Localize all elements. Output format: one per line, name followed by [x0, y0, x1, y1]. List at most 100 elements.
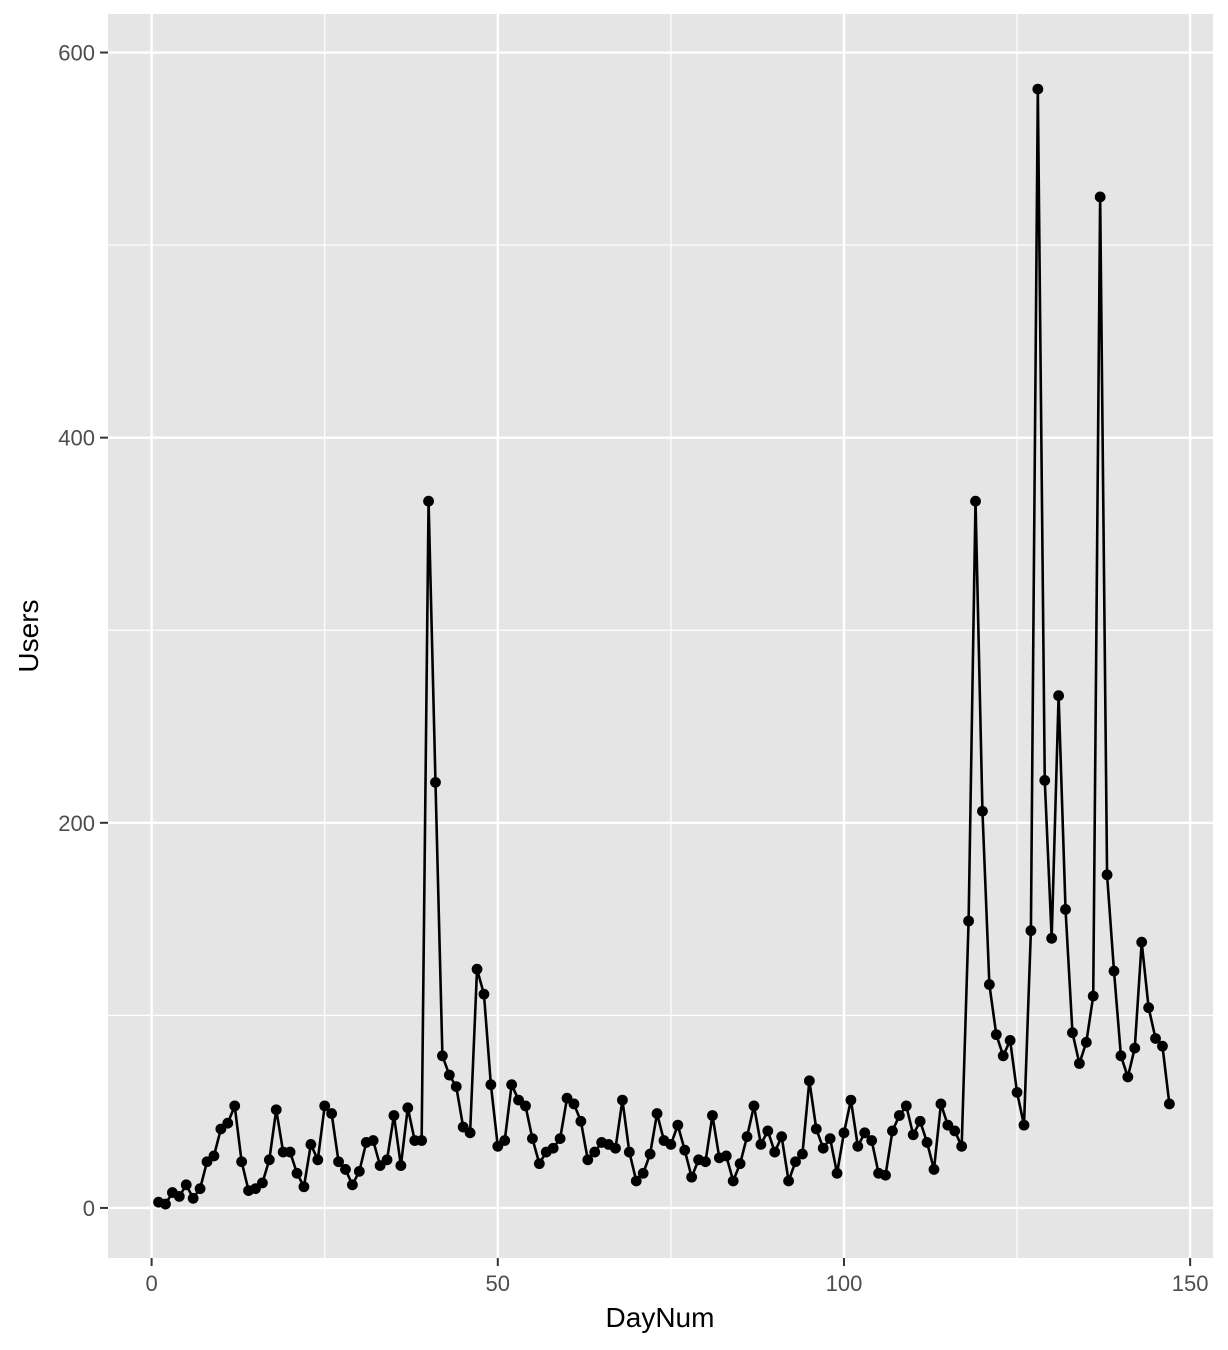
- data-point: [963, 915, 974, 927]
- data-point: [797, 1148, 808, 1160]
- data-point: [866, 1135, 878, 1146]
- data-point: [734, 1158, 746, 1170]
- data-point: [388, 1110, 400, 1121]
- data-point: [298, 1181, 310, 1193]
- data-point: [1101, 869, 1113, 881]
- data-point: [236, 1156, 248, 1168]
- data-point: [651, 1108, 663, 1119]
- data-point: [326, 1108, 338, 1119]
- data-point: [990, 1029, 1002, 1041]
- data-point: [1157, 1040, 1168, 1052]
- y-tick-label: 400: [58, 426, 95, 451]
- data-point: [547, 1142, 559, 1154]
- data-point: [907, 1129, 919, 1141]
- data-point: [1073, 1058, 1085, 1069]
- y-tick-label: 600: [58, 41, 95, 66]
- data-point: [610, 1142, 621, 1154]
- data-point: [1053, 690, 1065, 702]
- data-point: [1004, 1034, 1016, 1046]
- data-point: [554, 1133, 566, 1145]
- data-point: [160, 1198, 171, 1210]
- y-axis-title: Users: [13, 599, 44, 672]
- data-point: [880, 1169, 891, 1181]
- data-point: [707, 1110, 718, 1121]
- data-point: [520, 1100, 531, 1112]
- data-point: [935, 1098, 947, 1110]
- data-point: [630, 1175, 642, 1187]
- y-tick-label: 200: [58, 811, 95, 836]
- data-point: [284, 1146, 296, 1158]
- data-point: [1011, 1086, 1023, 1098]
- data-point: [229, 1100, 241, 1112]
- data-point: [686, 1171, 698, 1183]
- x-tick-label: 150: [1172, 1271, 1209, 1296]
- data-point: [263, 1154, 275, 1166]
- data-point: [831, 1167, 843, 1179]
- data-point: [1122, 1071, 1134, 1083]
- data-point: [852, 1140, 864, 1152]
- y-tick-label: 0: [83, 1196, 95, 1221]
- data-point: [423, 495, 434, 507]
- data-point: [665, 1138, 677, 1150]
- data-point: [270, 1104, 282, 1116]
- y-axis: 0 200 400 600: [58, 41, 108, 1221]
- data-point: [838, 1127, 850, 1139]
- data-point: [1087, 990, 1099, 1002]
- data-point: [1067, 1027, 1078, 1039]
- data-point: [700, 1156, 711, 1168]
- data-point: [790, 1156, 801, 1168]
- data-point: [1150, 1033, 1161, 1044]
- data-point: [970, 495, 981, 507]
- data-point: [824, 1133, 836, 1145]
- data-point: [1163, 1098, 1175, 1110]
- data-point: [499, 1135, 511, 1146]
- data-point: [1032, 83, 1044, 95]
- data-point: [1080, 1036, 1092, 1048]
- data-point: [568, 1098, 580, 1110]
- data-point: [319, 1100, 331, 1112]
- data-point: [949, 1125, 961, 1137]
- data-point: [1046, 932, 1058, 944]
- data-point: [416, 1135, 428, 1146]
- data-point: [921, 1137, 933, 1148]
- data-point: [1129, 1042, 1141, 1054]
- x-tick-label: 100: [826, 1271, 863, 1296]
- data-point: [312, 1154, 324, 1166]
- data-point: [430, 776, 441, 788]
- data-point: [769, 1146, 781, 1158]
- data-point: [859, 1127, 871, 1139]
- data-point: [222, 1117, 234, 1129]
- data-point: [208, 1150, 220, 1162]
- x-tick-label: 0: [145, 1271, 157, 1296]
- data-point: [464, 1127, 476, 1139]
- data-point: [367, 1135, 379, 1146]
- data-point: [395, 1160, 407, 1171]
- data-point: [478, 988, 490, 1000]
- data-point: [845, 1094, 857, 1106]
- data-point: [748, 1100, 760, 1112]
- data-point: [589, 1146, 601, 1158]
- data-point: [1039, 775, 1051, 786]
- data-point: [527, 1133, 538, 1145]
- data-point: [340, 1164, 351, 1175]
- data-point: [1108, 965, 1120, 977]
- data-points: [153, 83, 1175, 1210]
- data-point: [1060, 904, 1071, 915]
- data-point: [914, 1115, 926, 1127]
- data-point: [617, 1094, 628, 1106]
- data-point: [977, 805, 988, 817]
- data-point: [533, 1158, 545, 1170]
- data-point: [956, 1140, 968, 1152]
- data-point: [776, 1131, 788, 1143]
- data-point: [194, 1183, 206, 1195]
- data-point: [291, 1167, 303, 1179]
- data-point: [817, 1142, 829, 1154]
- data-point: [450, 1081, 462, 1093]
- data-point: [887, 1125, 898, 1137]
- data-point: [256, 1177, 268, 1189]
- data-point: [997, 1050, 1009, 1062]
- plot-panel: [108, 14, 1213, 1258]
- data-point: [1136, 936, 1148, 948]
- data-point: [803, 1075, 815, 1087]
